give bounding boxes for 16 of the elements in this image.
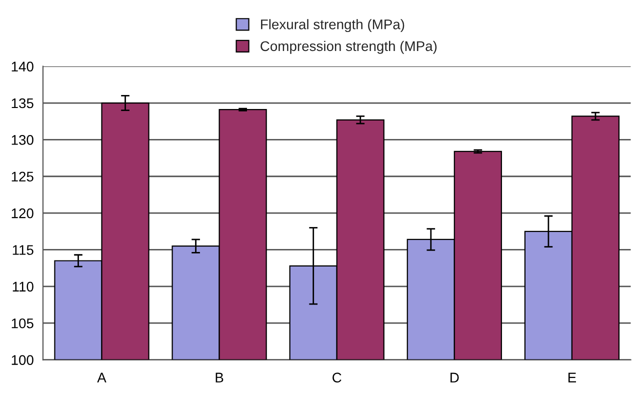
y-tick-label: 125 [12,172,34,182]
x-tick-label: E [568,372,576,382]
y-tick-label: 140 [12,62,34,72]
x-tick-label: C [332,372,342,382]
legend-label: Compression strength (MPa) [260,40,437,54]
y-tick-label: 100 [12,355,34,365]
y-tick-label: 120 [12,208,34,218]
legend-label: Flexural strength (MPa) [261,19,404,32]
x-tick-label: D [450,372,459,382]
y-tick-label: 135 [12,98,34,108]
y-tick-label: 105 [12,318,34,328]
x-tick-label: B [216,372,224,382]
y-tick-label: 110 [12,282,34,292]
y-tick-label: 130 [12,135,34,145]
x-tick-label: A [97,372,106,382]
y-tick-label: 115 [12,245,34,255]
